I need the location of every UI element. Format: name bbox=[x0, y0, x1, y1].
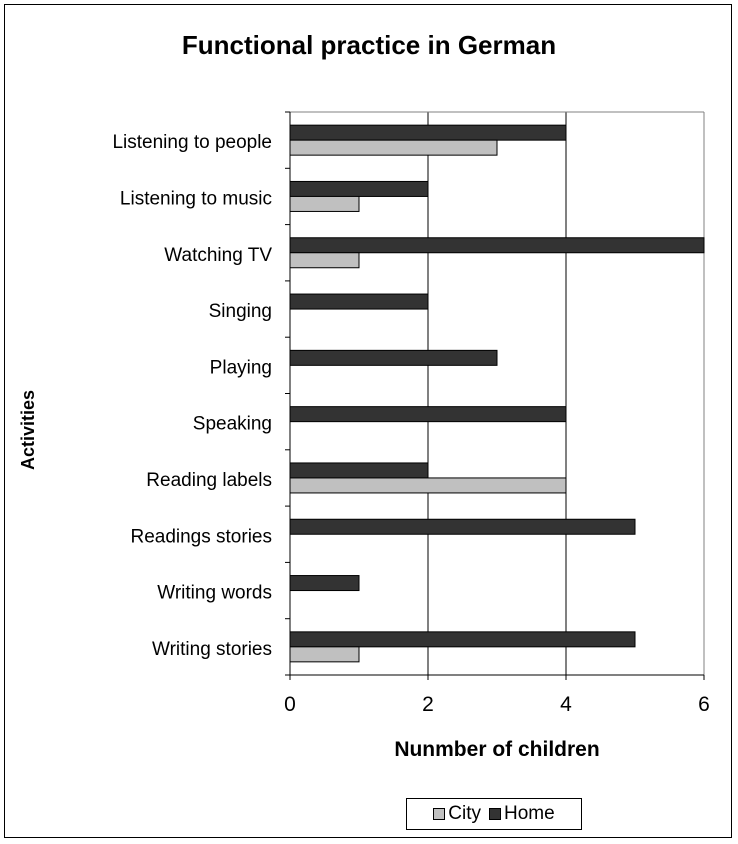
bar-home-2 bbox=[289, 237, 705, 254]
legend: City Home bbox=[406, 798, 582, 830]
bar-city-9 bbox=[289, 646, 360, 663]
gridlines bbox=[290, 111, 705, 675]
bar-home-3 bbox=[289, 293, 429, 310]
bar-city-0 bbox=[289, 139, 498, 156]
legend-item-home: Home bbox=[489, 803, 555, 825]
bar-city-1 bbox=[289, 195, 360, 212]
bar-home-6 bbox=[289, 462, 429, 479]
category-label-3: Singing bbox=[209, 301, 272, 322]
category-label-0: Listening to people bbox=[112, 132, 272, 153]
legend-item-city: City bbox=[433, 803, 481, 825]
bar-city-6 bbox=[289, 477, 567, 494]
bar-home-5 bbox=[289, 406, 567, 423]
x-tick-label-2: 2 bbox=[422, 693, 434, 716]
bar-home-0 bbox=[289, 124, 567, 141]
legend-label-city: City bbox=[448, 803, 482, 824]
bar-home-1 bbox=[289, 180, 429, 197]
category-label-9: Writing stories bbox=[152, 639, 272, 660]
tick-labels: Listening to people Listening to music Wat… bbox=[112, 132, 709, 716]
x-tick-label-4: 4 bbox=[560, 693, 572, 716]
legend-swatch-home bbox=[489, 808, 502, 820]
bar-home-7 bbox=[289, 518, 636, 535]
x-tick-label-6: 6 bbox=[698, 693, 710, 716]
bar-home-4 bbox=[289, 349, 498, 366]
category-label-4: Playing bbox=[210, 357, 272, 378]
category-label-2: Watching TV bbox=[164, 245, 272, 266]
bar-city-2 bbox=[289, 252, 360, 269]
category-label-7: Readings stories bbox=[130, 526, 272, 547]
legend-swatch-city bbox=[433, 808, 446, 820]
bars bbox=[289, 124, 705, 663]
bar-home-9 bbox=[289, 631, 636, 648]
axes bbox=[285, 111, 705, 680]
x-tick-label-0: 0 bbox=[284, 693, 296, 716]
category-label-8: Writing words bbox=[157, 583, 272, 604]
x-axis-title: Nunmber of children bbox=[394, 738, 600, 761]
legend-label-home: Home bbox=[504, 803, 555, 824]
category-label-1: Listening to music bbox=[120, 188, 272, 209]
bar-home-8 bbox=[289, 575, 360, 592]
chart-title: Functional practice in German bbox=[181, 30, 557, 60]
category-label-6: Reading labels bbox=[146, 470, 272, 491]
category-label-5: Speaking bbox=[193, 414, 272, 435]
